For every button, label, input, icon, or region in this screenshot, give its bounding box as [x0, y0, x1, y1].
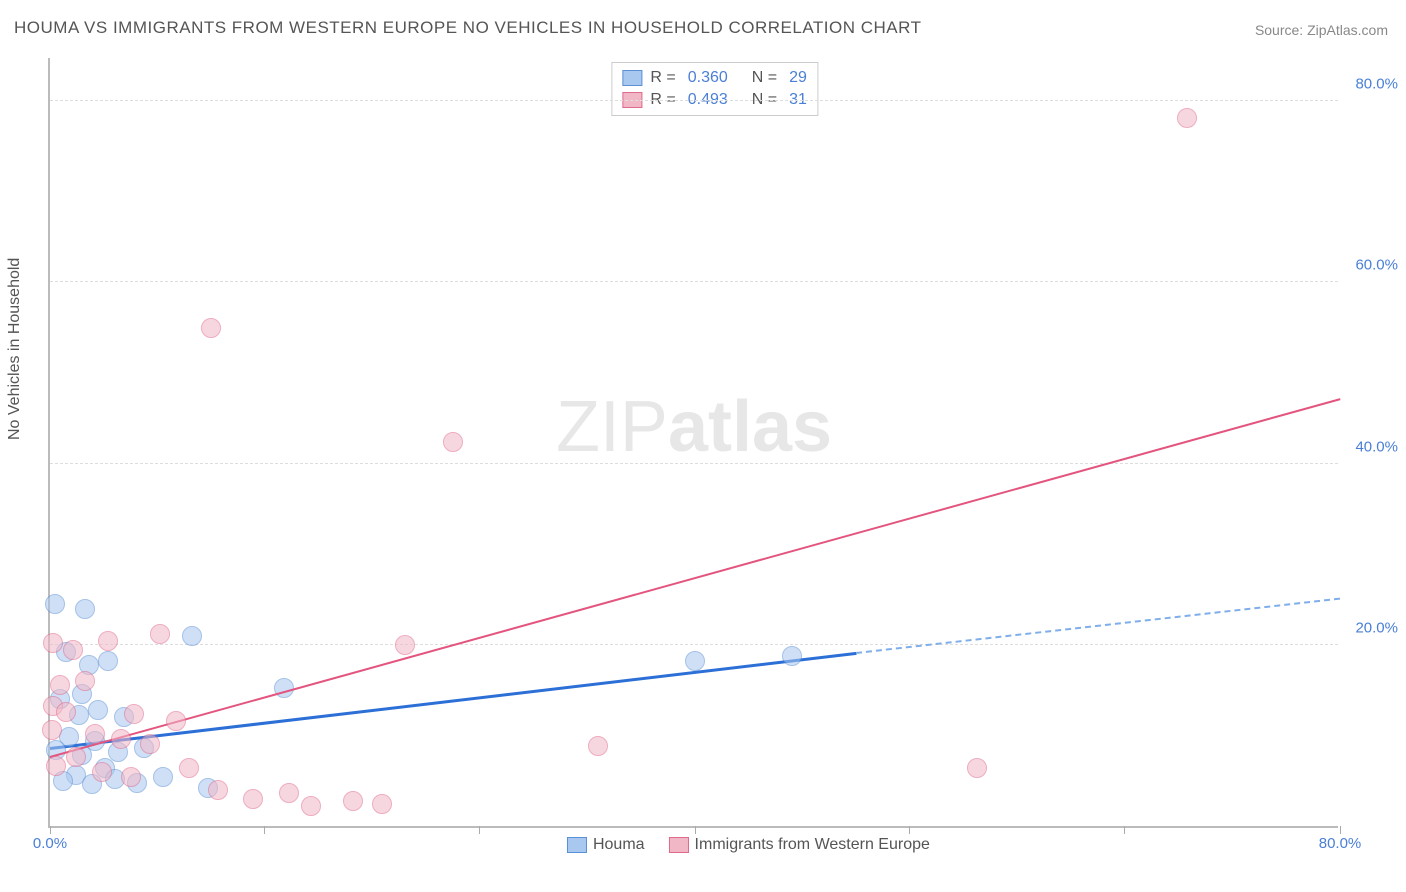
- data-point: [50, 675, 70, 695]
- data-point: [75, 671, 95, 691]
- gridline: [50, 644, 1338, 645]
- y-tick-label: 40.0%: [1344, 438, 1398, 455]
- data-point: [140, 734, 160, 754]
- y-tick-label: 20.0%: [1344, 619, 1398, 636]
- legend-row: R = 0.360 N = 29: [622, 67, 807, 89]
- source-label: Source: ZipAtlas.com: [1255, 22, 1388, 38]
- data-point: [121, 767, 141, 787]
- chart-title: HOUMA VS IMMIGRANTS FROM WESTERN EUROPE …: [14, 18, 921, 38]
- data-point: [967, 758, 987, 778]
- data-point: [782, 646, 802, 666]
- data-point: [243, 789, 263, 809]
- scatter-plot: ZIPatlas R =0.360N =29R =0.493N =31 Houm…: [48, 58, 1338, 828]
- legend-r-value: 0.360: [688, 69, 728, 87]
- data-point: [395, 635, 415, 655]
- data-point: [111, 729, 131, 749]
- y-tick-label: 80.0%: [1344, 76, 1398, 93]
- data-point: [179, 758, 199, 778]
- y-tick-label: 60.0%: [1344, 257, 1398, 274]
- stats-legend: R =0.360N =29R =0.493N =31: [611, 62, 818, 116]
- data-point: [75, 599, 95, 619]
- data-point: [45, 594, 65, 614]
- legend-swatch: [567, 837, 587, 853]
- series-legend: Houma Immigrants from Western Europe: [567, 836, 930, 854]
- legend-n-label: N =: [752, 69, 777, 87]
- data-point: [92, 762, 112, 782]
- data-point: [201, 318, 221, 338]
- data-point: [208, 780, 228, 800]
- data-point: [588, 736, 608, 756]
- x-tick-label: 0.0%: [33, 835, 67, 852]
- data-point: [279, 783, 299, 803]
- data-point: [66, 747, 86, 767]
- data-point: [343, 791, 363, 811]
- x-tick-mark: [1124, 826, 1125, 834]
- data-point: [166, 711, 186, 731]
- data-point: [182, 626, 202, 646]
- legend-item: Immigrants from Western Europe: [669, 836, 930, 854]
- gridline: [50, 100, 1338, 101]
- data-point: [301, 796, 321, 816]
- data-point: [56, 702, 76, 722]
- data-point: [1177, 108, 1197, 128]
- x-tick-mark: [1340, 826, 1341, 834]
- data-point: [98, 651, 118, 671]
- data-point: [153, 767, 173, 787]
- legend-item: Houma: [567, 836, 645, 854]
- data-point: [685, 651, 705, 671]
- data-point: [85, 724, 105, 744]
- data-point: [63, 640, 83, 660]
- x-tick-mark: [909, 826, 910, 834]
- legend-r-label: R =: [650, 69, 675, 87]
- x-tick-mark: [50, 826, 51, 834]
- data-point: [150, 624, 170, 644]
- y-axis-label: No Vehicles in Household: [6, 258, 24, 440]
- data-point: [46, 756, 66, 776]
- data-point: [42, 720, 62, 740]
- trend-line: [50, 651, 857, 749]
- trend-line: [50, 398, 1341, 758]
- legend-swatch: [669, 837, 689, 853]
- data-point: [443, 432, 463, 452]
- data-point: [98, 631, 118, 651]
- trend-line: [856, 598, 1340, 654]
- x-tick-label: 80.0%: [1319, 835, 1362, 852]
- x-tick-mark: [264, 826, 265, 834]
- x-tick-mark: [695, 826, 696, 834]
- gridline: [50, 281, 1338, 282]
- data-point: [43, 633, 63, 653]
- data-point: [372, 794, 392, 814]
- x-tick-mark: [479, 826, 480, 834]
- watermark: ZIPatlas: [556, 386, 832, 468]
- data-point: [124, 704, 144, 724]
- legend-n-value: 29: [789, 69, 807, 87]
- gridline: [50, 463, 1338, 464]
- legend-swatch: [622, 70, 642, 86]
- data-point: [88, 700, 108, 720]
